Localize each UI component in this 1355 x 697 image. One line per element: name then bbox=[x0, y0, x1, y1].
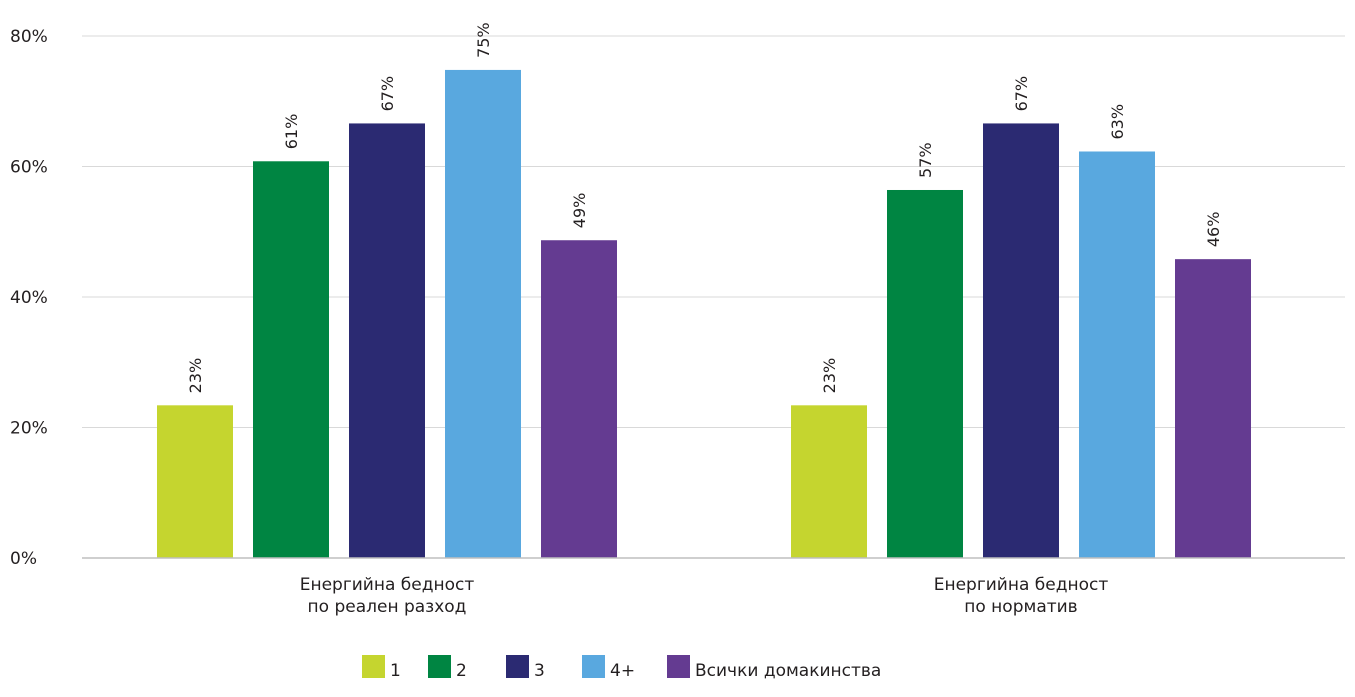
bar-4+-cat-0 bbox=[445, 69, 521, 559]
bars bbox=[157, 69, 1251, 559]
legend-swatch bbox=[428, 655, 451, 678]
legend-label: 1 bbox=[390, 661, 401, 681]
legend: 1 2 3 4+ Всички домакинства bbox=[362, 655, 881, 681]
bar-3-cat-0 bbox=[349, 123, 425, 558]
bar-4+-cat-1 bbox=[1079, 151, 1155, 558]
bar-2-cat-1 bbox=[887, 189, 963, 559]
legend-label: Всички домакинства bbox=[695, 661, 881, 681]
bar-2-cat-0 bbox=[253, 161, 329, 558]
legend-swatch bbox=[582, 655, 605, 678]
legend-swatch bbox=[667, 655, 690, 678]
data-label: 49% bbox=[570, 193, 589, 229]
legend-swatch bbox=[362, 655, 385, 678]
x-category-label: Енергийна бедност bbox=[300, 575, 475, 595]
data-label: 57% bbox=[916, 142, 935, 178]
y-tick-label: 80% bbox=[10, 27, 48, 47]
data-label: 75% bbox=[474, 22, 493, 58]
y-tick-label: 40% bbox=[10, 288, 48, 308]
x-category-label: по реален разход bbox=[308, 597, 467, 617]
legend-swatch bbox=[506, 655, 529, 678]
legend-label: 4+ bbox=[610, 661, 635, 681]
data-label: 23% bbox=[820, 358, 839, 394]
bar-всички-домакинства-cat-0 bbox=[541, 240, 617, 559]
bar-всички-домакинства-cat-1 bbox=[1175, 259, 1251, 558]
y-tick-label: 20% bbox=[10, 419, 48, 439]
bar-3-cat-1 bbox=[983, 123, 1059, 558]
bar-1-cat-0 bbox=[157, 405, 233, 558]
data-label: 46% bbox=[1204, 212, 1223, 248]
data-label: 63% bbox=[1108, 104, 1127, 140]
data-label: 67% bbox=[1012, 76, 1031, 112]
data-label: 61% bbox=[282, 114, 301, 150]
legend-label: 3 bbox=[534, 661, 545, 681]
y-tick-label: 60% bbox=[10, 158, 48, 178]
legend-label: 2 bbox=[456, 661, 467, 681]
data-label: 67% bbox=[378, 76, 397, 112]
data-label: 23% bbox=[186, 358, 205, 394]
x-category-label: Енергийна бедност bbox=[934, 575, 1109, 595]
data-labels: 23% 61% 67% 75% 49% 23% 57% 67% 63% 46% bbox=[186, 22, 1223, 393]
x-category-label: по норматив bbox=[964, 597, 1077, 617]
y-tick-label: 0% bbox=[10, 549, 37, 569]
bar-1-cat-1 bbox=[791, 405, 867, 558]
